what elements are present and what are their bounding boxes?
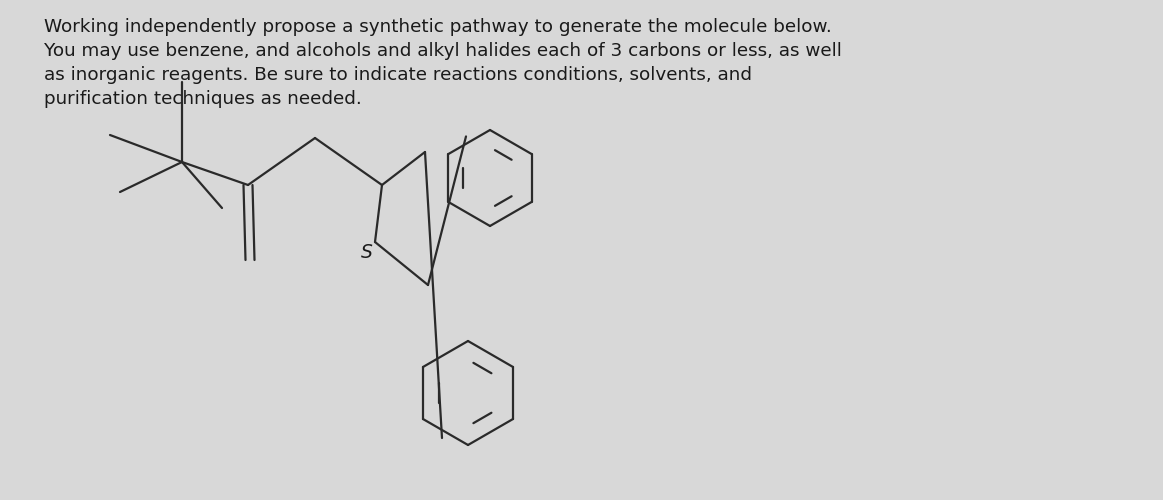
Text: Working independently propose a synthetic pathway to generate the molecule below: Working independently propose a syntheti… xyxy=(44,18,842,108)
Text: S: S xyxy=(361,242,373,262)
